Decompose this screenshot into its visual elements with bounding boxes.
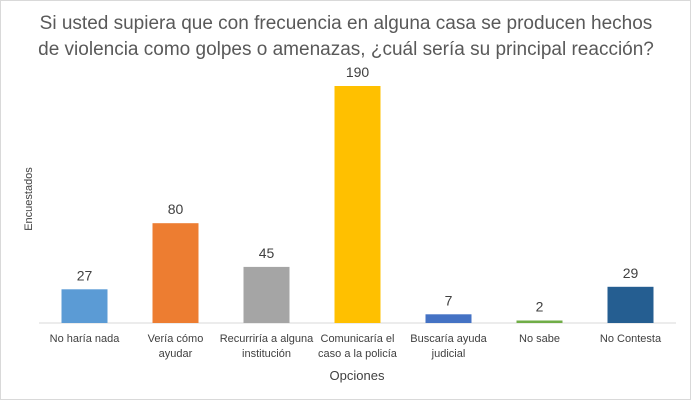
data-labels: 27 80 45 190 7 2 29 <box>77 64 639 315</box>
category-label: Vería cómo <box>148 333 204 345</box>
bar <box>425 314 472 323</box>
category-label: No haría nada <box>50 333 121 345</box>
bar <box>607 286 654 323</box>
category-label: Buscaría ayuda <box>410 333 487 345</box>
category-label: institución <box>242 348 291 360</box>
category-label: Recurriría a alguna <box>220 333 314 345</box>
bars <box>61 86 654 323</box>
data-label: 45 <box>259 245 275 261</box>
category-labels: No haría nada Vería cómo ayudar Recurriría … <box>50 333 662 360</box>
bar <box>334 86 381 323</box>
chart-title: Si usted supiera que con frecuencia en a… <box>38 13 654 60</box>
bar <box>152 223 199 323</box>
y-axis-title: Encuestados <box>23 167 35 231</box>
data-label: 27 <box>77 267 93 283</box>
data-label: 29 <box>623 265 639 281</box>
category-label: ayudar <box>159 348 193 360</box>
category-label: caso a la policía <box>318 348 398 360</box>
chart-title-line: Si usted supiera que con frecuencia en a… <box>40 13 653 34</box>
bar <box>243 266 290 323</box>
bar <box>516 320 563 323</box>
data-label: 80 <box>168 201 184 217</box>
x-axis-title: Opciones <box>330 368 385 383</box>
data-label: 190 <box>346 64 370 80</box>
category-label: No sabe <box>519 333 560 345</box>
chart-title-line: de violencia como golpes o amenazas, ¿cu… <box>38 39 654 60</box>
category-label: judicial <box>431 348 466 360</box>
data-label: 2 <box>536 299 544 315</box>
category-label: Comunicaría el <box>321 333 395 345</box>
data-label: 7 <box>445 292 453 308</box>
bar <box>61 289 108 323</box>
category-label: No Contesta <box>600 333 662 345</box>
